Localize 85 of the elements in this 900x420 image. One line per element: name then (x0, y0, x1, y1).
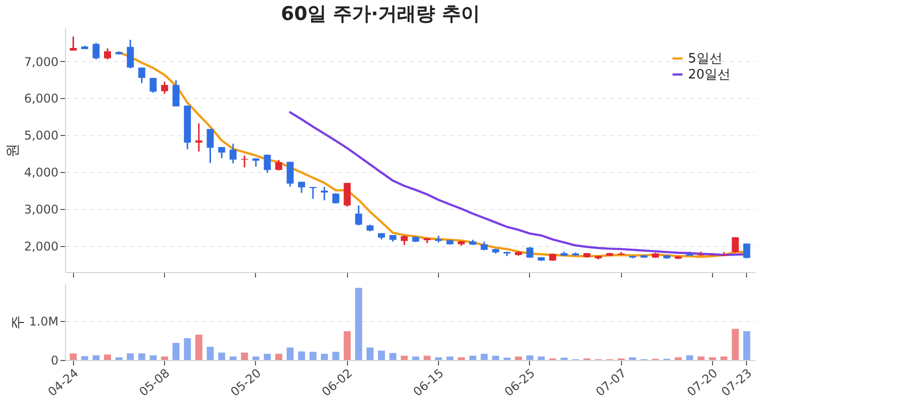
y-axis-title: 원 (5, 144, 22, 158)
candlestick (526, 246, 534, 259)
bar (424, 356, 431, 360)
bar (92, 355, 100, 360)
bar (686, 355, 694, 360)
bar (332, 352, 340, 360)
bar (150, 355, 157, 360)
bar (435, 357, 442, 360)
bar (275, 354, 282, 360)
bar (412, 356, 420, 360)
legend-label: 5일선 (688, 52, 722, 66)
bar (674, 357, 682, 360)
bar (70, 353, 77, 360)
bar (708, 357, 716, 360)
bar (378, 350, 385, 360)
candlestick (172, 79, 180, 108)
bar (206, 346, 214, 360)
candlestick (732, 236, 739, 254)
bar (195, 334, 202, 360)
candlestick (150, 77, 157, 94)
bar (104, 354, 112, 360)
bar (400, 356, 408, 360)
bar (138, 353, 146, 360)
candlestick (218, 146, 226, 159)
candlestick (320, 186, 328, 202)
y-tick-label: 7,000 (24, 54, 58, 69)
candlestick (230, 142, 237, 164)
candlestick (70, 36, 77, 52)
bar (264, 354, 271, 360)
bar (720, 356, 728, 360)
candlestick (344, 182, 351, 208)
bar (355, 288, 362, 360)
bar (629, 357, 636, 360)
y-axis-title: 주 (10, 316, 26, 330)
candlestick (286, 161, 294, 188)
y-tick-label: 3,000 (24, 202, 58, 217)
bar (458, 357, 465, 360)
candlestick (355, 204, 362, 226)
bar (526, 355, 534, 360)
candlestick (206, 128, 214, 164)
candlestick (92, 42, 100, 60)
candlestick (743, 242, 750, 260)
bar (218, 352, 226, 360)
candlestick (161, 80, 168, 95)
bar (389, 352, 396, 360)
bar (732, 328, 739, 360)
bar (309, 352, 316, 360)
bar (286, 348, 294, 360)
bar (344, 331, 351, 360)
bar (252, 356, 260, 360)
bar (161, 356, 168, 360)
y-tick-label: 0 (50, 354, 58, 368)
candlestick (126, 39, 134, 70)
candlestick (275, 159, 282, 172)
bar (172, 342, 180, 360)
bar (320, 354, 328, 360)
bar (184, 338, 191, 360)
y-tick-label: 2,000 (24, 240, 58, 254)
candlestick (400, 234, 408, 246)
y-tick-label: 5,000 (24, 128, 58, 143)
candlestick (195, 122, 202, 152)
bar (480, 354, 488, 360)
bar (115, 357, 122, 360)
bar (446, 356, 454, 360)
candlestick (138, 66, 146, 84)
bar (492, 356, 500, 360)
bar (240, 352, 248, 360)
bar (126, 353, 134, 360)
candlestick (264, 154, 271, 174)
candlestick (309, 186, 316, 200)
bar (366, 348, 374, 360)
bar (698, 356, 705, 360)
bar (538, 356, 545, 360)
y-tick-label: 6,000 (24, 92, 58, 106)
y-tick-label: 4,000 (24, 166, 58, 180)
bar (298, 351, 306, 360)
bar (81, 356, 88, 360)
bar (514, 356, 522, 360)
candlestick (104, 48, 112, 60)
bar (469, 356, 476, 360)
legend-label: 20일선 (688, 68, 731, 82)
chart-title: 60일 주가·거래량 추이 (280, 3, 480, 25)
bar (230, 356, 237, 360)
y-tick-label: 1.0M (29, 314, 58, 329)
bar (743, 331, 750, 360)
